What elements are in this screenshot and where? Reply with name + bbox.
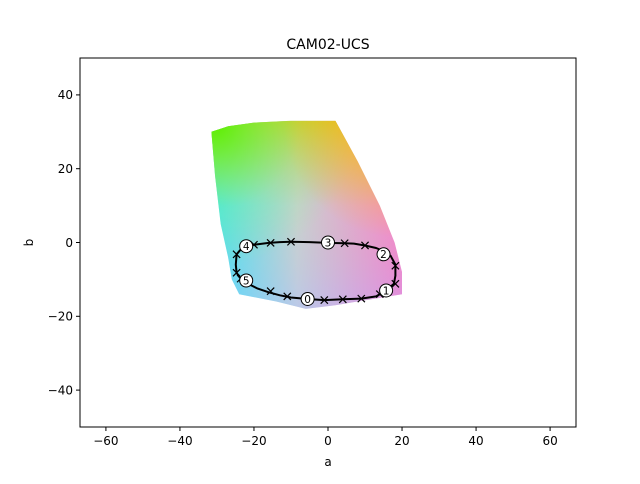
- point-label: 4: [243, 241, 250, 253]
- point-label: 1: [383, 285, 390, 297]
- x-tick-label: 20: [394, 434, 409, 448]
- point-label: 5: [243, 275, 250, 287]
- point-marker: [239, 273, 254, 288]
- chart-title: CAM02-UCS: [286, 37, 369, 53]
- x-tick-label: −60: [93, 434, 118, 448]
- point-marker: [239, 239, 254, 254]
- x-marker: [283, 292, 292, 301]
- x-marker: [338, 295, 347, 304]
- labeled-point-3: 3: [321, 235, 335, 250]
- labeled-point-1: 1: [379, 283, 394, 298]
- y-tick-label: 40: [58, 88, 73, 102]
- x-marker: [232, 268, 241, 277]
- y-tick-label: −40: [48, 383, 73, 397]
- point-marker: [376, 247, 391, 262]
- x-tick-label: −40: [167, 434, 192, 448]
- x-axis-label: a: [324, 455, 331, 469]
- x-marker: [286, 237, 296, 246]
- y-tick-label: 0: [65, 236, 73, 250]
- x-marker: [232, 250, 241, 259]
- y-axis-label: b: [22, 239, 36, 247]
- point-label: 3: [325, 237, 332, 249]
- labeled-points: 0 1 2 3 4 5: [239, 235, 394, 306]
- y-tick-label: 20: [58, 162, 73, 176]
- x-tick-label: 40: [468, 434, 483, 448]
- labeled-point-0: 0: [300, 291, 315, 306]
- point-label: 2: [380, 249, 387, 261]
- x-marker: [266, 287, 275, 296]
- x-marker: [360, 241, 370, 250]
- x-axis: −60 −40 −20 0 20 40 60: [93, 427, 558, 448]
- labeled-point-5: 5: [239, 273, 254, 288]
- x-tick-label: 60: [542, 434, 557, 448]
- labeled-point-4: 4: [239, 239, 254, 254]
- x-marker: [266, 238, 275, 247]
- x-marker: [391, 279, 400, 288]
- point-marker: [379, 283, 394, 298]
- x-marker: [391, 261, 400, 270]
- point-marker: [300, 291, 315, 306]
- x-marker: [357, 294, 366, 303]
- x-marker: [340, 239, 349, 248]
- point-label: 0: [304, 294, 311, 306]
- x-tick-label: 0: [324, 434, 332, 448]
- labeled-point-2: 2: [376, 247, 391, 262]
- x-marker: [320, 296, 329, 305]
- y-tick-label: −20: [48, 310, 73, 324]
- x-tick-label: −20: [241, 434, 266, 448]
- point-marker: [321, 235, 335, 250]
- y-axis: −40 −20 0 20 40: [48, 88, 80, 397]
